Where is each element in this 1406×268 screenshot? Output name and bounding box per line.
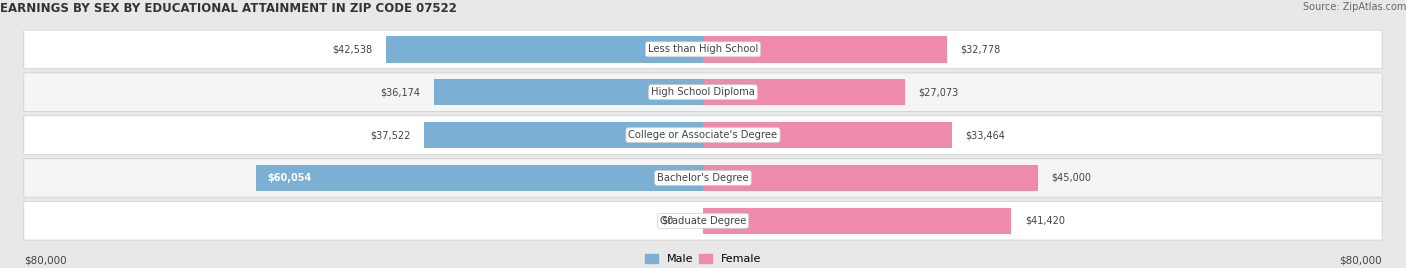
Text: $0: $0: [661, 216, 673, 226]
Bar: [703, 79, 904, 106]
Bar: [387, 36, 703, 63]
Bar: [703, 122, 952, 148]
Bar: [423, 122, 703, 148]
Text: $80,000: $80,000: [24, 256, 66, 266]
FancyBboxPatch shape: [24, 159, 1382, 197]
Text: High School Diploma: High School Diploma: [651, 87, 755, 97]
Text: Graduate Degree: Graduate Degree: [659, 216, 747, 226]
Text: $27,073: $27,073: [918, 87, 959, 97]
Bar: [433, 79, 703, 106]
Legend: Male, Female: Male, Female: [640, 250, 766, 268]
Text: $32,778: $32,778: [960, 44, 1001, 54]
FancyBboxPatch shape: [24, 30, 1382, 69]
Text: $60,054: $60,054: [267, 173, 311, 183]
Text: $41,420: $41,420: [1025, 216, 1064, 226]
Text: $80,000: $80,000: [1340, 256, 1382, 266]
Bar: [256, 165, 703, 191]
Text: $36,174: $36,174: [380, 87, 420, 97]
Text: College or Associate's Degree: College or Associate's Degree: [628, 130, 778, 140]
Bar: [703, 207, 1011, 234]
Text: Less than High School: Less than High School: [648, 44, 758, 54]
Text: Bachelor's Degree: Bachelor's Degree: [657, 173, 749, 183]
Text: Source: ZipAtlas.com: Source: ZipAtlas.com: [1302, 2, 1406, 12]
Text: $33,464: $33,464: [966, 130, 1005, 140]
Bar: [703, 165, 1038, 191]
Text: $42,538: $42,538: [333, 44, 373, 54]
Text: $37,522: $37,522: [370, 130, 411, 140]
Text: EARNINGS BY SEX BY EDUCATIONAL ATTAINMENT IN ZIP CODE 07522: EARNINGS BY SEX BY EDUCATIONAL ATTAINMEN…: [0, 2, 457, 15]
FancyBboxPatch shape: [24, 73, 1382, 111]
Text: $45,000: $45,000: [1052, 173, 1091, 183]
FancyBboxPatch shape: [24, 116, 1382, 154]
Bar: [703, 36, 948, 63]
FancyBboxPatch shape: [24, 202, 1382, 240]
